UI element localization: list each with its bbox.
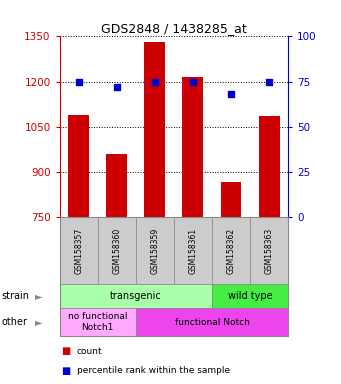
Text: strain: strain: [2, 291, 30, 301]
Bar: [258, 116, 280, 217]
Text: ►: ►: [35, 291, 43, 301]
Text: GSM158360: GSM158360: [112, 227, 121, 274]
Text: wild type: wild type: [228, 291, 272, 301]
Bar: [144, 43, 165, 217]
Text: GSM158359: GSM158359: [150, 227, 159, 274]
Text: ►: ►: [35, 317, 43, 327]
Text: GSM158362: GSM158362: [226, 227, 236, 274]
Bar: [106, 154, 127, 217]
Point: [190, 78, 196, 84]
Text: GSM158363: GSM158363: [265, 227, 273, 274]
Text: no functional
Notch1: no functional Notch1: [68, 313, 128, 332]
Text: ■: ■: [61, 346, 71, 356]
Point: [266, 78, 272, 84]
Point: [114, 84, 119, 90]
Text: count: count: [77, 347, 102, 356]
Text: functional Notch: functional Notch: [175, 318, 249, 327]
Bar: [182, 77, 204, 217]
Text: other: other: [2, 317, 28, 327]
Point: [228, 91, 234, 97]
Bar: [221, 182, 241, 217]
Text: ■: ■: [61, 366, 71, 376]
Point: [76, 78, 81, 84]
Text: GSM158361: GSM158361: [189, 227, 197, 274]
Text: percentile rank within the sample: percentile rank within the sample: [77, 366, 230, 375]
Point: [152, 78, 158, 84]
Title: GDS2848 / 1438285_at: GDS2848 / 1438285_at: [101, 22, 247, 35]
Text: GSM158357: GSM158357: [74, 227, 83, 274]
Text: transgenic: transgenic: [110, 291, 162, 301]
Bar: [68, 115, 89, 217]
